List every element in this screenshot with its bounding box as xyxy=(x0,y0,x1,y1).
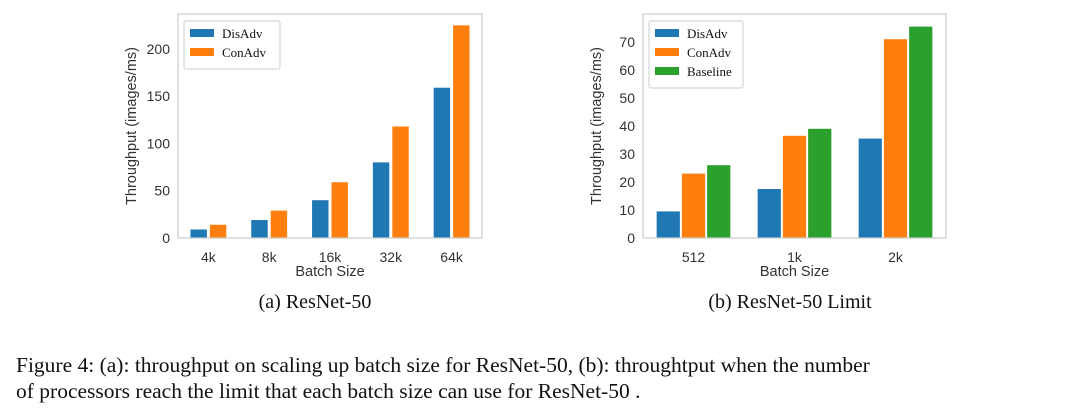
x-tick-label: 64k xyxy=(440,249,464,265)
y-axis-label: Throughput (images/ms) xyxy=(589,47,605,205)
subcaption: (b) ResNet-50 Limit xyxy=(708,291,872,313)
bar-disadv-1k xyxy=(757,189,781,238)
legend-swatch-disadv xyxy=(655,29,679,37)
bar-disadv-64k xyxy=(433,87,451,238)
y-axis-label: Throughput (images/ms) xyxy=(124,47,140,205)
y-tick-label: 0 xyxy=(627,230,635,246)
figure-caption: Figure 4: (a): throughput on scaling up … xyxy=(16,352,1076,404)
axes-frame xyxy=(642,13,947,239)
bar-disadv-512 xyxy=(656,211,680,238)
chart-b: 0 10 20 30 40 50 60 70 512 1k 2k Batch Size Throughp… xyxy=(589,13,947,313)
legend-label-conadv: ConAdv xyxy=(222,45,267,60)
legend-label-disadv: DisAdv xyxy=(687,26,728,41)
legend-label-disadv: DisAdv xyxy=(222,26,263,41)
bar-conadv-64k xyxy=(453,25,470,239)
legend-swatch-conadv xyxy=(655,48,679,56)
bar-conadv-1k xyxy=(782,135,807,238)
bar-conadv-2k xyxy=(883,39,908,239)
x-tick-label: 4k xyxy=(201,249,217,265)
legend: DisAdv ConAdv Baseline xyxy=(648,20,744,89)
legend-swatch-disadv xyxy=(190,29,214,37)
legend: DisAdv ConAdv xyxy=(183,20,281,70)
legend-swatch-conadv xyxy=(190,48,214,56)
bar-baseline-2k xyxy=(909,26,933,238)
y-tick-label: 200 xyxy=(147,41,171,57)
y-tick-label: 70 xyxy=(619,34,635,50)
x-axis-label: Batch Size xyxy=(760,264,829,280)
x-tick-label: 32k xyxy=(380,249,404,265)
y-tick-label: 10 xyxy=(619,202,635,218)
caption-line-1: Figure 4: (a): throughput on scaling up … xyxy=(16,353,870,377)
y-tick-label: 50 xyxy=(154,183,170,199)
chart-a: 0 50 100 150 200 4k 8k 16k 32k 64k Batch Size Throu… xyxy=(124,13,483,313)
legend-label-baseline: Baseline xyxy=(687,64,732,79)
bar-disadv-4k xyxy=(190,229,207,238)
bar-conadv-16k xyxy=(331,182,348,238)
y-tick-label: 30 xyxy=(619,146,635,162)
legend-swatch-baseline xyxy=(655,67,679,75)
bar-conadv-32k xyxy=(392,126,409,238)
subcaption: (a) ResNet-50 xyxy=(259,291,372,313)
x-tick-label: 512 xyxy=(682,249,706,265)
y-tick-label: 60 xyxy=(619,62,635,78)
y-tick-label: 100 xyxy=(147,135,171,151)
bar-conadv-8k xyxy=(270,210,288,238)
bar-disadv-16k xyxy=(312,200,329,238)
bar-disadv-32k xyxy=(372,162,390,238)
y-tick-label: 0 xyxy=(162,230,170,246)
y-tick-label: 20 xyxy=(619,174,635,190)
caption-line-2: of processors reach the limit that each … xyxy=(16,379,641,403)
legend-label-conadv: ConAdv xyxy=(687,45,732,60)
x-tick-label: 2k xyxy=(888,249,904,265)
bar-conadv-4k xyxy=(209,224,227,238)
x-axis-label: Batch Size xyxy=(295,264,364,280)
bar-disadv-8k xyxy=(251,220,268,238)
y-tick-label: 50 xyxy=(619,90,635,106)
y-tick-label: 150 xyxy=(147,88,171,104)
bar-disadv-2k xyxy=(858,138,882,238)
y-tick-label: 40 xyxy=(619,118,635,134)
axes-frame xyxy=(177,13,483,239)
x-tick-label: 1k xyxy=(787,249,803,265)
bar-baseline-512 xyxy=(707,165,731,238)
bar-conadv-512 xyxy=(681,173,706,238)
x-tick-label: 16k xyxy=(319,249,343,265)
x-tick-label: 8k xyxy=(262,249,278,265)
bar-baseline-1k xyxy=(808,128,832,238)
